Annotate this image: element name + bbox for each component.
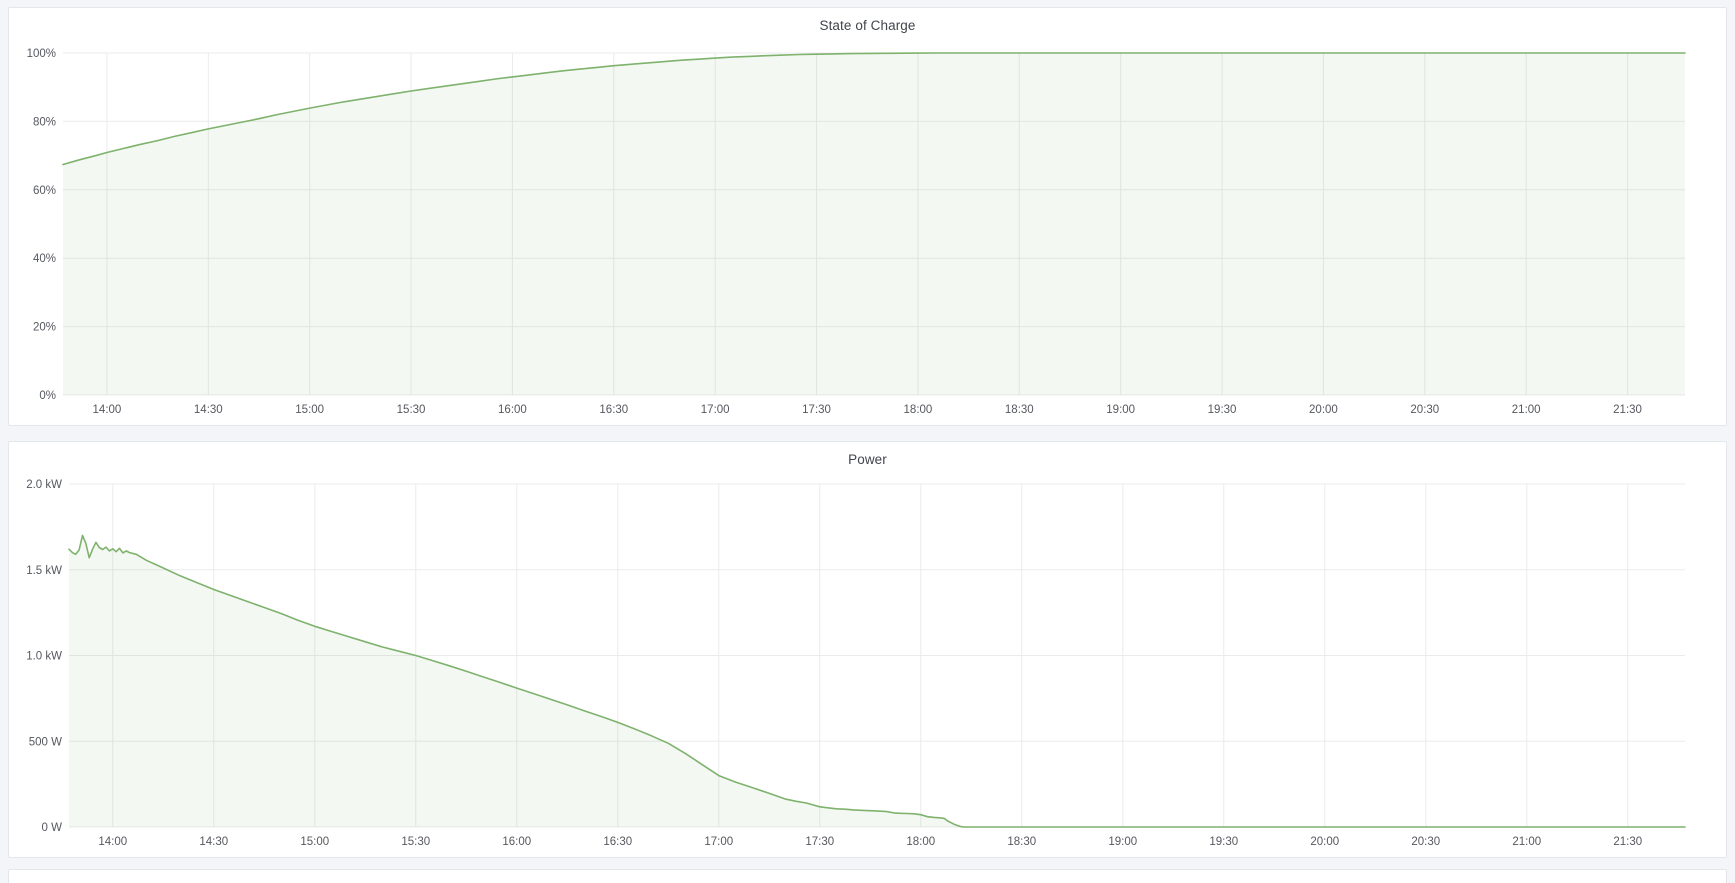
y-axis-label: 20% bbox=[33, 322, 56, 334]
x-axis-label: 21:30 bbox=[1613, 836, 1642, 848]
x-axis-label: 16:30 bbox=[603, 836, 632, 848]
y-axis-label: 1.0 kW bbox=[26, 651, 62, 663]
panel-header-state-of-charge[interactable]: State of Charge bbox=[9, 15, 1726, 35]
x-axis-label: 19:00 bbox=[1108, 836, 1137, 848]
x-axis-label: 18:00 bbox=[906, 836, 935, 848]
x-axis-label: 20:30 bbox=[1410, 404, 1439, 416]
panel-header-power[interactable]: Power bbox=[9, 449, 1726, 469]
x-axis-label: 14:30 bbox=[199, 836, 228, 848]
panel-title: State of Charge bbox=[819, 17, 916, 33]
x-axis-label: 16:00 bbox=[498, 404, 527, 416]
y-axis-label: 0 W bbox=[42, 822, 63, 834]
x-axis-label: 15:30 bbox=[397, 404, 426, 416]
x-axis-label: 20:00 bbox=[1310, 836, 1339, 848]
series-area-fill bbox=[63, 53, 1685, 395]
y-axis-label: 60% bbox=[33, 185, 56, 197]
x-axis-label: 17:30 bbox=[805, 836, 834, 848]
x-axis-label: 17:00 bbox=[701, 404, 730, 416]
x-axis-label: 19:00 bbox=[1106, 404, 1135, 416]
y-axis-label: 500 W bbox=[29, 736, 62, 748]
y-axis-label: 40% bbox=[33, 253, 56, 265]
y-axis-label: 0% bbox=[39, 390, 56, 402]
soc-chart-canvas[interactable]: 0% 20% 40% 60% 80% 100% 14:00 14:30 15:00 15:30 16… bbox=[9, 8, 1726, 425]
x-axis-label: 19:30 bbox=[1209, 836, 1238, 848]
x-axis-label: 17:30 bbox=[802, 404, 831, 416]
y-axis-label: 80% bbox=[33, 116, 56, 128]
x-axis-label: 15:30 bbox=[401, 836, 430, 848]
y-axis-label: 1.5 kW bbox=[26, 565, 62, 577]
x-axis-label: 16:30 bbox=[599, 404, 628, 416]
x-axis-label: 16:00 bbox=[502, 836, 531, 848]
series-area-fill bbox=[69, 535, 1685, 827]
x-axis-label: 18:30 bbox=[1005, 404, 1034, 416]
panel-state-of-charge: State of Charge 0% 20% 40% 60% 80% 100% 14:00 1… bbox=[8, 7, 1727, 426]
x-axis-label: 17:00 bbox=[704, 836, 733, 848]
series-line bbox=[62, 52, 1686, 166]
y-axis-label: 2.0 kW bbox=[26, 479, 62, 491]
x-axis-label: 20:30 bbox=[1411, 836, 1440, 848]
x-axis-label: 15:00 bbox=[300, 836, 329, 848]
x-axis-label: 20:00 bbox=[1309, 404, 1338, 416]
y-axis-label: 100% bbox=[27, 48, 56, 60]
x-axis-label: 14:30 bbox=[194, 404, 223, 416]
x-axis-label: 18:00 bbox=[904, 404, 933, 416]
x-axis-label: 14:00 bbox=[98, 836, 127, 848]
x-axis-label: 21:00 bbox=[1512, 836, 1541, 848]
x-axis-label: 18:30 bbox=[1007, 836, 1036, 848]
x-axis-label: 15:00 bbox=[295, 404, 324, 416]
panel-power: Power 0 W 500 W 1.0 kW 1.5 kW 2.0 kW 14:00 14:… bbox=[8, 441, 1727, 858]
series-line bbox=[68, 534, 1686, 828]
x-axis-label: 21:30 bbox=[1613, 404, 1642, 416]
power-chart-canvas[interactable]: 0 W 500 W 1.0 kW 1.5 kW 2.0 kW 14:00 14:30 15:0… bbox=[9, 442, 1726, 857]
panel-next-row-sliver bbox=[8, 869, 1727, 883]
x-axis-label: 14:00 bbox=[93, 404, 122, 416]
x-axis-label: 19:30 bbox=[1208, 404, 1237, 416]
x-axis-label: 21:00 bbox=[1512, 404, 1541, 416]
panel-title: Power bbox=[848, 451, 887, 467]
